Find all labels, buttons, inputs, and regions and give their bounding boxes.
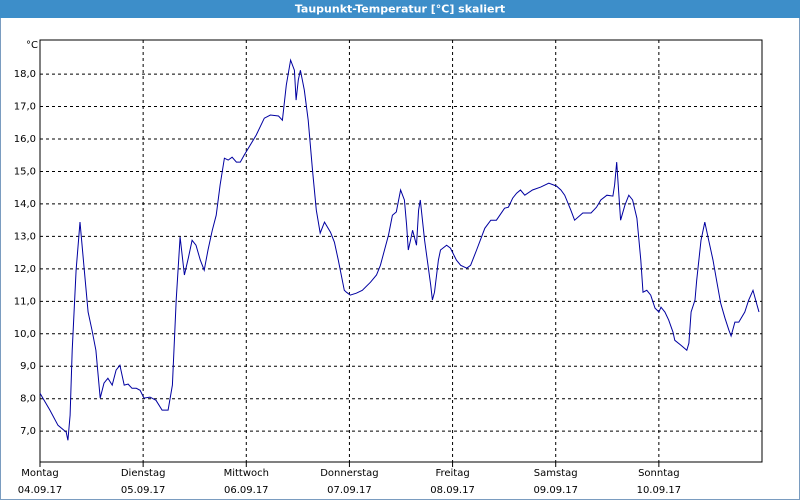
y-tick-label: 14,0 xyxy=(14,199,36,210)
chart-title: Taupunkt-Temperatur [°C] skaliert xyxy=(295,3,505,16)
y-tick-label: 9,0 xyxy=(20,361,36,372)
y-tick-label: 15,0 xyxy=(14,166,36,177)
x-tick-date: 10.09.17 xyxy=(637,485,682,496)
x-tick-date: 07.09.17 xyxy=(327,485,372,496)
y-tick-label: 7,0 xyxy=(20,426,36,437)
y-tick-label: 16,0 xyxy=(14,134,36,145)
x-tick-label: Samstag xyxy=(534,468,578,479)
title-bar xyxy=(0,0,800,18)
y-unit: °C xyxy=(26,40,38,51)
x-tick-label: Mittwoch xyxy=(224,468,269,479)
x-tick-label: Freitag xyxy=(435,468,469,479)
x-tick-label: Donnerstag xyxy=(320,468,378,479)
y-tick-label: 10,0 xyxy=(14,329,36,340)
y-tick-label: 8,0 xyxy=(20,394,36,405)
x-tick-label: Sonntag xyxy=(638,468,680,479)
y-tick-label: 11,0 xyxy=(14,296,36,307)
x-tick-date: 09.09.17 xyxy=(533,485,578,496)
x-tick-date: 04.09.17 xyxy=(18,485,63,496)
x-tick-date: 05.09.17 xyxy=(121,485,166,496)
x-tick-label: Dienstag xyxy=(121,468,166,479)
y-tick-label: 12,0 xyxy=(14,264,36,275)
x-tick-label: Montag xyxy=(21,468,58,479)
y-tick-label: 13,0 xyxy=(14,231,36,242)
y-tick-label: 17,0 xyxy=(14,102,36,113)
x-tick-date: 06.09.17 xyxy=(224,485,269,496)
x-tick-date: 08.09.17 xyxy=(430,485,475,496)
data-line xyxy=(39,58,760,441)
y-tick-label: 18,0 xyxy=(14,69,36,80)
